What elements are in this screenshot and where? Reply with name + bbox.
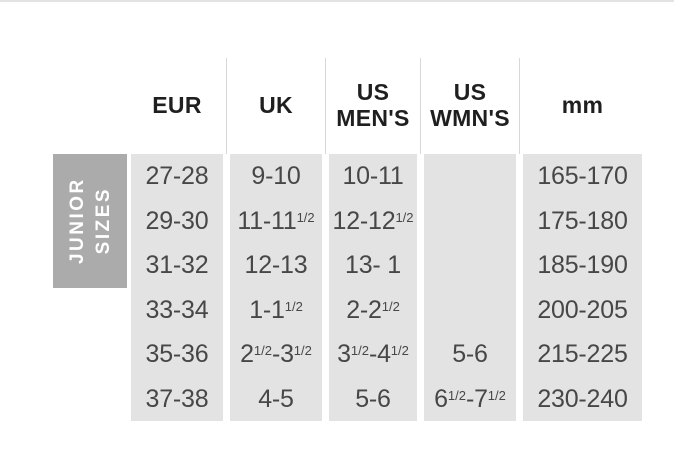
column-header-uk: UK (259, 92, 293, 119)
cell-us-mens-row6: 5-6 (329, 376, 417, 421)
cell-uk-row1: 9-10 (230, 154, 322, 199)
cell-eur-row1: 27-28 (131, 154, 223, 199)
cell-eur-row6: 37-38 (131, 376, 223, 421)
cell-uk-row4: 1-11/2 (230, 287, 322, 332)
half-fraction: 1/2 (447, 387, 466, 403)
header-separator (225, 58, 228, 154)
row-group-label-line1: JUNIOR (66, 177, 88, 265)
cell-uk-row2: 11-111/2 (230, 198, 322, 243)
cell-us-mens-row3: 13- 1 (329, 243, 417, 288)
half-fraction: 1/2 (293, 343, 312, 358)
half-fraction: 1/2 (395, 209, 414, 225)
row-group-label-line2: SIZES (92, 187, 114, 255)
cell-uk-row3: 12-13 (230, 243, 322, 288)
cell-us-wmns-row6: 61/2-71/2 (424, 376, 516, 421)
cell-mm-row3: 185-190 (523, 243, 642, 288)
cell-us-wmns-row2 (424, 198, 516, 243)
cell-us-mens-row5: 31/2-41/2 (329, 332, 417, 377)
half-fraction: 1/2 (253, 343, 272, 358)
cell-mm-row4: 200-205 (523, 287, 642, 332)
cell-us-mens-row1: 10-11 (329, 154, 417, 199)
header-separator (324, 58, 327, 154)
half-fraction: 1/2 (390, 343, 409, 358)
cell-us-mens-row4: 2-21/2 (329, 287, 417, 332)
half-fraction: 1/2 (350, 343, 369, 358)
header-separator (419, 58, 422, 154)
cell-mm-row2: 175-180 (523, 198, 642, 243)
row-group-label-junior-sizes: JUNIOR SIZES (53, 154, 127, 288)
cell-mm-row6: 230-240 (523, 376, 642, 421)
cell-uk-row6: 4-5 (230, 376, 322, 421)
cell-us-wmns-row5: 5-6 (424, 332, 516, 377)
column-header-us-mens: US MEN'S (336, 79, 410, 131)
size-table: EUR UK US MEN'S US WMN'S mm JUNIOR SIZES… (53, 58, 642, 421)
half-fraction: 1/2 (381, 298, 400, 314)
cell-eur-row3: 31-32 (131, 243, 223, 288)
column-header-eur: EUR (152, 92, 202, 119)
cell-us-mens-row2: 12-121/2 (329, 198, 417, 243)
cell-mm-row1: 165-170 (523, 154, 642, 199)
half-fraction: 1/2 (487, 387, 506, 403)
half-fraction: 1/2 (296, 209, 315, 225)
cell-mm-row5: 215-225 (523, 332, 642, 377)
cell-us-wmns-row4 (424, 287, 516, 332)
top-divider-rule (0, 0, 674, 2)
cell-eur-row4: 33-34 (131, 287, 223, 332)
row-group-label-text: JUNIOR SIZES (64, 177, 115, 264)
cell-uk-row5: 21/2-31/2 (230, 332, 322, 377)
column-header-mm: mm (561, 92, 604, 119)
cell-eur-row2: 29-30 (131, 198, 223, 243)
header-separator (518, 58, 521, 154)
cell-eur-row5: 35-36 (131, 332, 223, 377)
column-header-us-wmns: US WMN'S (430, 79, 510, 131)
half-fraction: 1/2 (284, 298, 303, 314)
cell-us-wmns-row1 (424, 154, 516, 199)
cell-us-wmns-row3 (424, 243, 516, 288)
